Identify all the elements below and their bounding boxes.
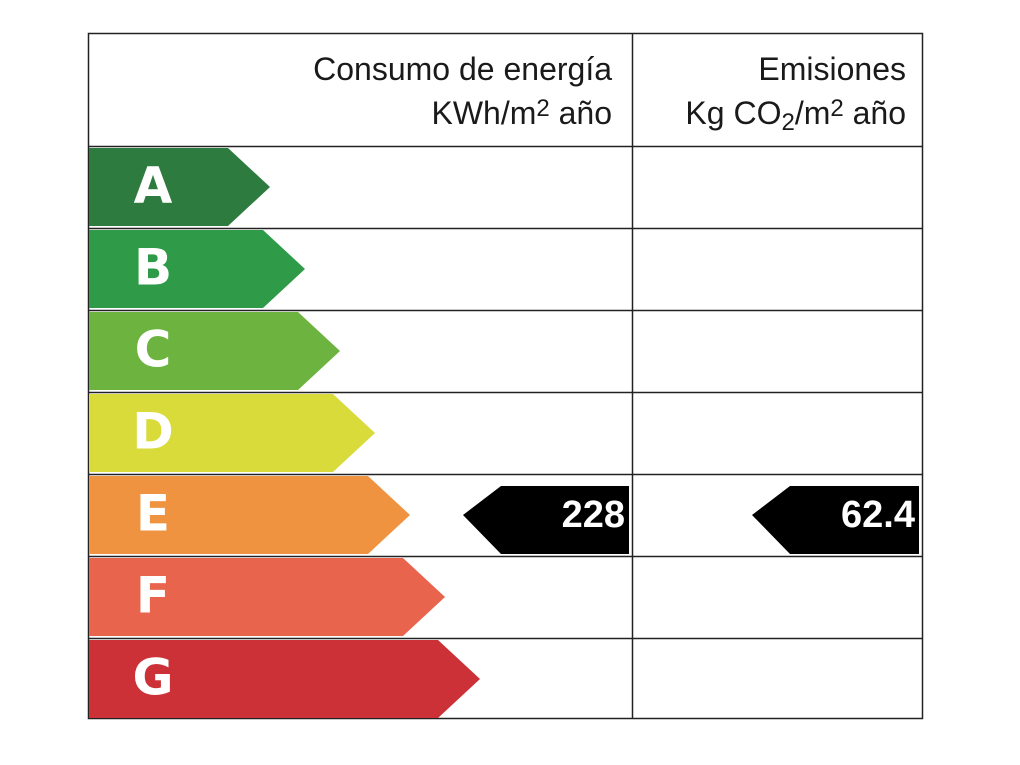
consumption-title: Consumo de energía (313, 51, 612, 87)
rating-arrow (89, 394, 375, 472)
rating-letter: F (136, 567, 170, 625)
rating-arrow (89, 230, 305, 308)
rating-arrow (89, 476, 410, 554)
rating-letter: C (135, 321, 172, 379)
emissions-unit: Kg CO2/m2 año (685, 95, 906, 136)
rating-letter: B (134, 239, 172, 297)
emissions-title: Emisiones (758, 51, 906, 87)
rating-letter: G (132, 649, 173, 707)
rating-letter: E (136, 485, 170, 543)
emissions-value: 62.4 (841, 494, 915, 536)
consumption-unit: KWh/m2 año (431, 95, 612, 131)
frame (87, 32, 924, 720)
indicator-arrow (463, 486, 629, 554)
rating-letter: D (132, 403, 174, 461)
indicator-arrow (752, 486, 919, 554)
rating-arrow (89, 148, 270, 226)
rating-letter: A (134, 157, 173, 215)
consumption-value: 228 (562, 494, 625, 536)
rating-arrow (89, 558, 445, 636)
rating-arrow (89, 312, 340, 390)
rating-arrow (89, 640, 480, 718)
